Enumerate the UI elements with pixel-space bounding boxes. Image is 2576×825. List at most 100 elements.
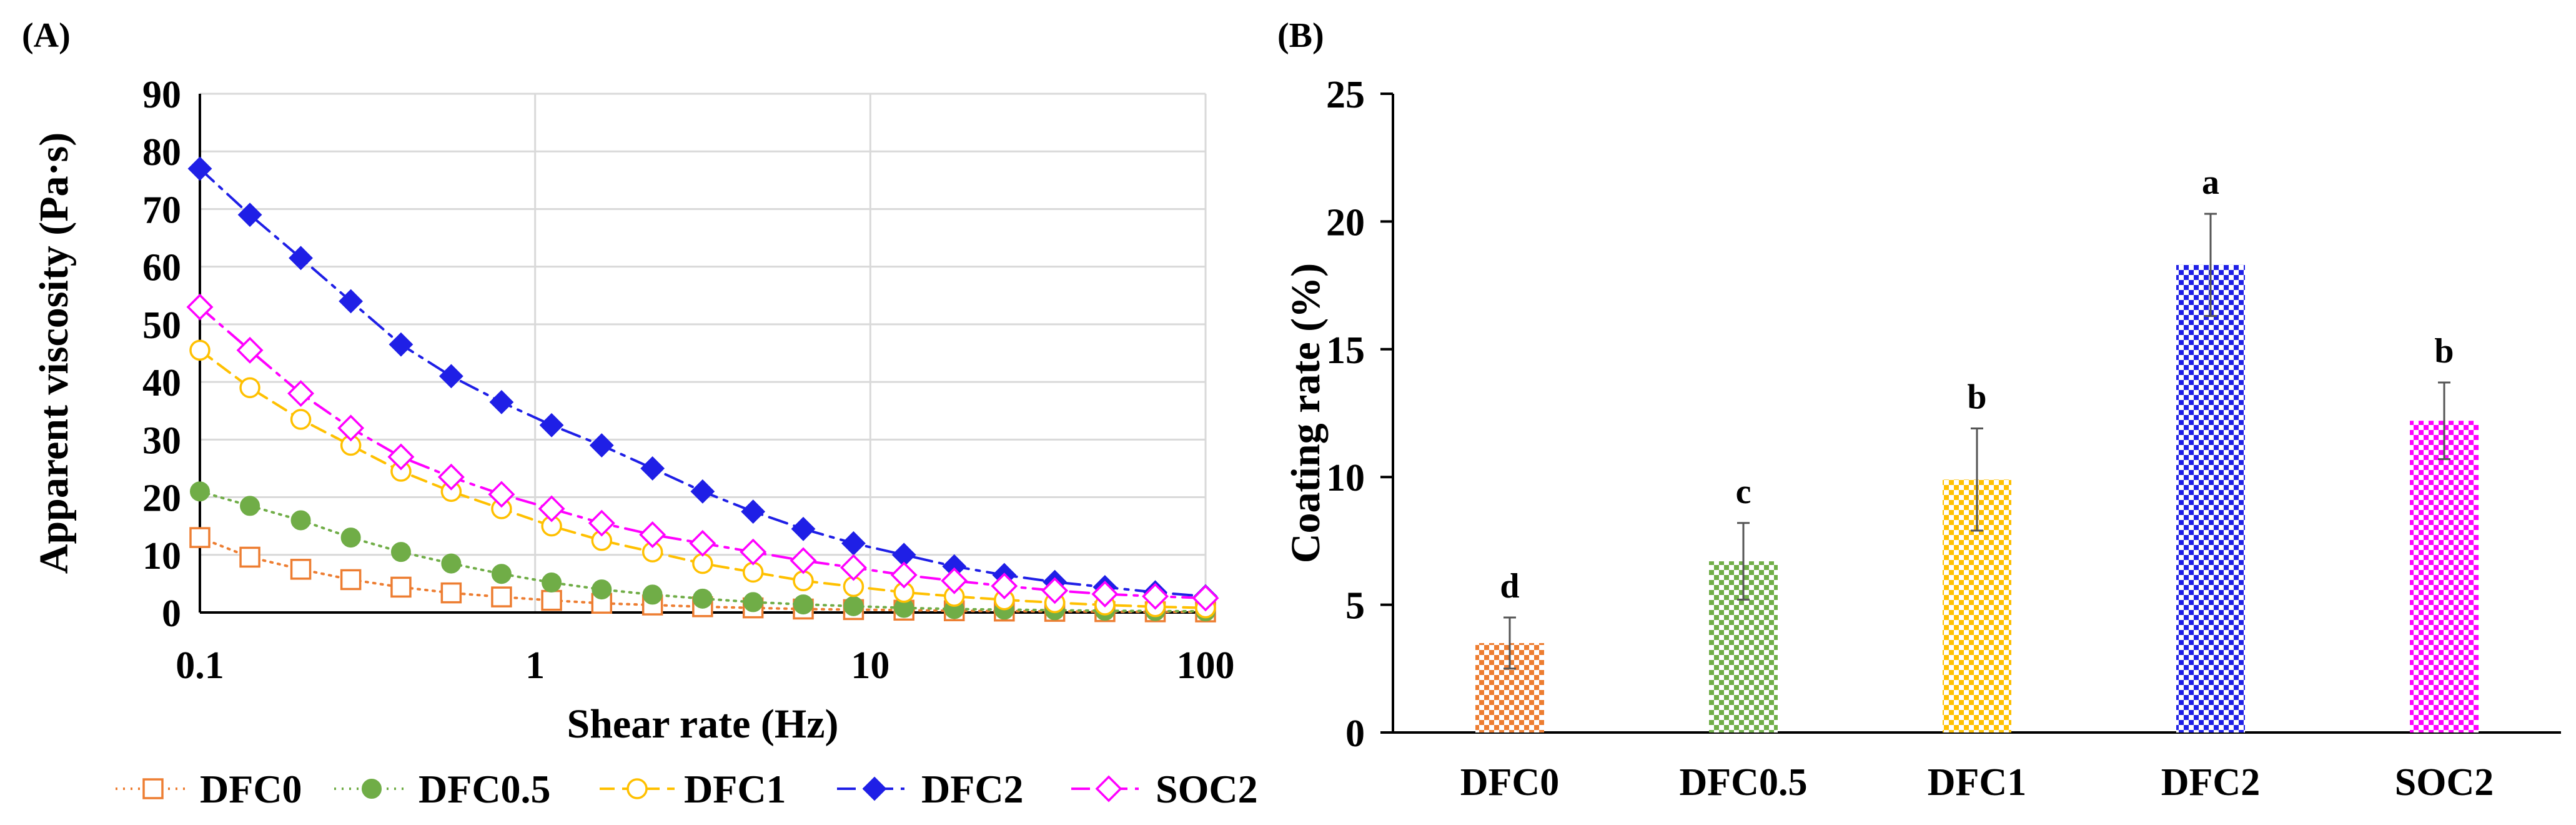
data-point	[239, 546, 260, 568]
series-dfc0-5	[190, 481, 1216, 622]
panel-b-label: (B)	[1277, 16, 1324, 55]
legend-marker	[862, 776, 887, 801]
x-tick-label: DFC1	[1928, 761, 2026, 804]
bar-chart-y-axis-title: Coating rate (%)	[1283, 263, 1329, 563]
data-point	[991, 572, 1018, 600]
line-chart-grid	[200, 92, 1207, 612]
data-point	[390, 576, 412, 598]
data-point	[790, 547, 817, 574]
data-point	[190, 481, 210, 502]
x-tick-label: 1	[525, 644, 545, 687]
data-point	[289, 246, 313, 271]
data-point	[538, 495, 565, 522]
data-point	[639, 521, 666, 548]
data-point	[390, 542, 411, 562]
data-point	[237, 202, 262, 228]
data-point	[692, 552, 713, 574]
data-point	[592, 579, 612, 600]
data-point	[1192, 584, 1219, 612]
series-soc2	[186, 293, 1219, 612]
data-point	[491, 586, 512, 608]
x-tick-label: 10	[851, 644, 889, 687]
y-tick-label: 50	[142, 304, 181, 347]
x-tick-label: 100	[1177, 644, 1235, 687]
data-point	[589, 433, 614, 458]
y-tick-label: 90	[142, 74, 181, 116]
data-point	[236, 336, 264, 364]
bar-chart-ticks: 0 5 10 15 20 25	[1326, 74, 1393, 755]
legend-label: DFC2	[921, 767, 1024, 811]
legend-marker	[362, 779, 382, 799]
data-point	[690, 479, 715, 504]
data-point	[1142, 582, 1169, 610]
significance-letter: a	[2202, 163, 2219, 202]
data-point	[339, 289, 364, 314]
data-point	[541, 589, 562, 611]
data-point	[437, 463, 465, 491]
data-point	[389, 332, 414, 357]
bar	[2410, 421, 2479, 732]
legend-label: DFC0.5	[419, 767, 551, 811]
data-point	[588, 509, 615, 537]
x-tick-label: SOC2	[2395, 761, 2494, 804]
data-point	[1041, 577, 1069, 604]
line-chart-series	[186, 156, 1219, 622]
data-point	[890, 561, 918, 589]
data-point	[186, 293, 214, 321]
data-point	[692, 588, 713, 609]
data-point	[793, 570, 814, 592]
line-chart-legend: DFC0 DFC0.5 DFC1 DFC2 SOC2	[116, 767, 1258, 811]
y-tick-label: 80	[142, 131, 181, 174]
data-point	[290, 559, 312, 580]
data-point	[337, 414, 365, 442]
y-tick-label: 0	[1345, 712, 1365, 755]
y-tick-label: 15	[1326, 329, 1365, 372]
data-point	[491, 564, 512, 584]
data-point	[187, 156, 212, 181]
x-tick-label: DFC0	[1460, 761, 1559, 804]
legend-marker	[627, 778, 648, 799]
data-point	[542, 572, 562, 593]
data-point	[841, 531, 866, 556]
legend-label: DFC0	[200, 767, 302, 811]
data-point	[387, 443, 415, 471]
data-point	[689, 529, 716, 557]
series-line	[199, 490, 1207, 613]
data-point	[941, 567, 968, 594]
data-point	[290, 510, 311, 531]
y-tick-label: 20	[142, 478, 181, 520]
y-tick-label: 25	[1326, 74, 1365, 116]
y-tick-label: 5	[1345, 585, 1365, 628]
data-point	[438, 364, 463, 389]
legend-marker	[142, 778, 164, 799]
data-point	[740, 538, 767, 566]
y-tick-label: 10	[1326, 457, 1365, 499]
data-point	[189, 339, 211, 361]
data-point	[340, 569, 362, 591]
data-point	[440, 582, 462, 604]
line-chart-y-axis-title: Apparent viscosity (Pa·s)	[31, 132, 77, 574]
panel-a-label: (A)	[22, 16, 71, 55]
y-tick-label: 40	[142, 362, 181, 404]
data-point	[743, 592, 763, 612]
legend-label: SOC2	[1156, 767, 1258, 811]
y-tick-label: 60	[142, 247, 181, 289]
data-point	[489, 389, 514, 414]
bar	[2176, 264, 2245, 732]
line-chart-x-axis-title: Shear rate (Hz)	[567, 701, 839, 747]
y-tick-label: 70	[142, 189, 181, 231]
x-tick-label: DFC0.5	[1680, 761, 1808, 804]
data-point	[239, 377, 260, 399]
data-point	[340, 528, 361, 548]
data-point	[640, 456, 665, 481]
line-chart-ticks: 0 10 20 30 40 50 60 70 80 90 0.1 1 10 100	[142, 74, 1235, 687]
y-tick-label: 30	[142, 419, 181, 462]
y-tick-label: 20	[1326, 201, 1365, 244]
data-point	[441, 553, 462, 574]
x-tick-label: 0.1	[176, 644, 224, 687]
significance-letter: b	[2434, 332, 2454, 371]
data-point	[840, 554, 867, 581]
bar-chart-bars: d DFC0 c DFC0.5 b DFC1 a DFC2 b SOC2	[1460, 163, 2494, 804]
bar-group-dfc2: a DFC2	[2161, 163, 2260, 804]
